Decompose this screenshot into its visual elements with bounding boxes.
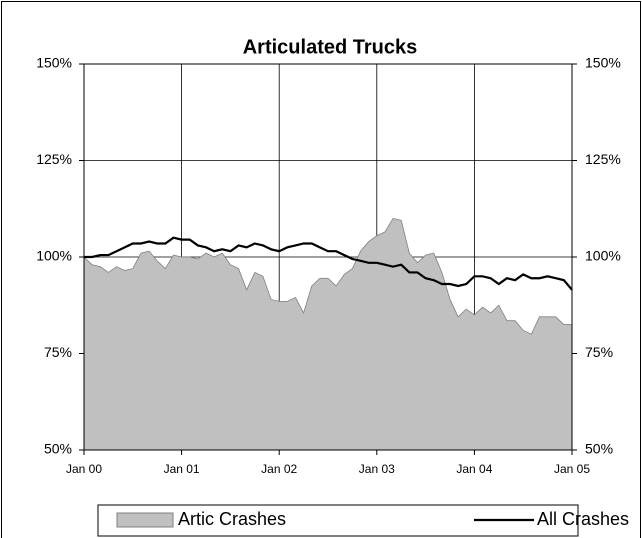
- y2-tick-label: 75%: [585, 344, 613, 360]
- legend-label: All Crashes: [537, 509, 629, 529]
- y-tick-label: 125%: [36, 151, 72, 167]
- x-tick-label: Jan 04: [456, 462, 492, 476]
- y-tick-label: 75%: [44, 344, 72, 360]
- y-tick-label: 150%: [36, 55, 72, 71]
- x-tick-label: Jan 00: [66, 462, 102, 476]
- x-tick-label: Jan 03: [359, 462, 395, 476]
- x-tick-label: Jan 01: [164, 462, 200, 476]
- y-tick-label: 50%: [44, 441, 72, 457]
- y2-tick-label: 150%: [585, 55, 621, 71]
- y2-tick-label: 50%: [585, 441, 613, 457]
- x-tick-label: Jan 05: [554, 462, 590, 476]
- area: [83, 217, 573, 451]
- legend-label: Artic Crashes: [178, 509, 286, 529]
- y2-tick-label: 125%: [585, 151, 621, 167]
- y2-tick-label: 100%: [585, 248, 621, 264]
- x-tick-label: Jan 02: [261, 462, 297, 476]
- y-tick-label: 100%: [36, 248, 72, 264]
- chart-title: Articulated Trucks: [243, 36, 418, 58]
- legend-swatch: [116, 512, 174, 528]
- line: [84, 236, 573, 291]
